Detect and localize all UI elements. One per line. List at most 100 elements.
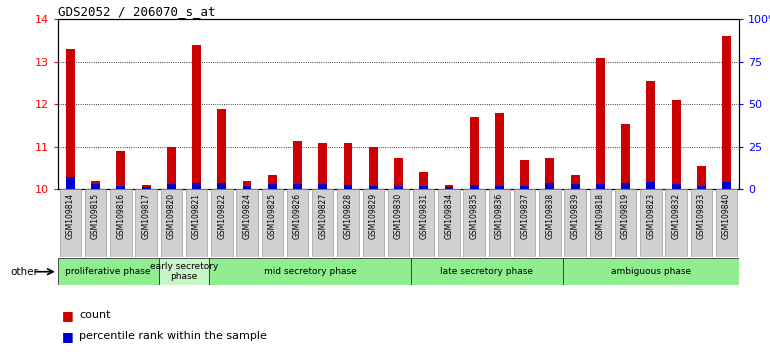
Text: late secretory phase: late secretory phase xyxy=(440,267,534,276)
FancyBboxPatch shape xyxy=(58,258,159,285)
FancyBboxPatch shape xyxy=(85,189,106,257)
Bar xyxy=(91,181,100,184)
Text: percentile rank within the sample: percentile rank within the sample xyxy=(79,331,266,341)
Bar xyxy=(243,181,252,185)
Bar xyxy=(343,143,353,185)
Bar xyxy=(394,186,403,189)
Bar xyxy=(521,186,529,189)
Text: GDS2052 / 206070_s_at: GDS2052 / 206070_s_at xyxy=(58,5,216,18)
Bar xyxy=(268,175,276,184)
FancyBboxPatch shape xyxy=(413,189,434,257)
Bar xyxy=(318,143,327,184)
Bar xyxy=(66,49,75,177)
Bar xyxy=(66,177,75,189)
Text: GSM109830: GSM109830 xyxy=(394,193,403,239)
Text: GSM109829: GSM109829 xyxy=(369,193,378,239)
Text: GSM109835: GSM109835 xyxy=(470,193,479,239)
Text: GSM109822: GSM109822 xyxy=(217,193,226,239)
FancyBboxPatch shape xyxy=(211,189,233,257)
Bar xyxy=(722,36,731,182)
Text: GSM109825: GSM109825 xyxy=(268,193,276,239)
Text: GSM109818: GSM109818 xyxy=(596,193,605,239)
FancyBboxPatch shape xyxy=(489,189,511,257)
Text: GSM109826: GSM109826 xyxy=(293,193,302,239)
Bar xyxy=(243,185,252,189)
Bar xyxy=(369,147,377,186)
Text: GSM109840: GSM109840 xyxy=(722,193,731,239)
FancyBboxPatch shape xyxy=(286,189,308,257)
Text: GSM109820: GSM109820 xyxy=(167,193,176,239)
Bar xyxy=(369,186,377,189)
FancyBboxPatch shape xyxy=(640,189,661,257)
Bar xyxy=(192,183,201,189)
Bar xyxy=(167,147,176,184)
Bar xyxy=(91,184,100,189)
Text: GSM109836: GSM109836 xyxy=(495,193,504,239)
Bar xyxy=(116,151,126,186)
Bar xyxy=(671,100,681,184)
FancyBboxPatch shape xyxy=(563,258,739,285)
Bar xyxy=(470,185,479,189)
Bar xyxy=(420,172,428,187)
Bar xyxy=(697,166,706,185)
Bar xyxy=(192,45,201,183)
Text: early secretory
phase: early secretory phase xyxy=(149,262,218,281)
Text: GSM109834: GSM109834 xyxy=(444,193,454,239)
Bar xyxy=(596,58,604,184)
Text: ■: ■ xyxy=(62,309,73,321)
Text: GSM109839: GSM109839 xyxy=(571,193,580,239)
FancyBboxPatch shape xyxy=(539,189,561,257)
FancyBboxPatch shape xyxy=(136,189,157,257)
FancyBboxPatch shape xyxy=(691,189,712,257)
Bar xyxy=(545,183,554,189)
Text: ■: ■ xyxy=(62,330,73,343)
Text: GSM109827: GSM109827 xyxy=(318,193,327,239)
Bar xyxy=(293,141,302,184)
Bar xyxy=(571,175,580,184)
Text: GSM109838: GSM109838 xyxy=(545,193,554,239)
Text: GSM109824: GSM109824 xyxy=(243,193,252,239)
Text: GSM109831: GSM109831 xyxy=(419,193,428,239)
Bar xyxy=(142,185,150,187)
Text: GSM109833: GSM109833 xyxy=(697,193,706,239)
Bar xyxy=(293,184,302,189)
Bar xyxy=(647,81,655,182)
FancyBboxPatch shape xyxy=(161,189,182,257)
FancyBboxPatch shape xyxy=(564,189,586,257)
Text: GSM109821: GSM109821 xyxy=(192,193,201,239)
Text: GSM109823: GSM109823 xyxy=(646,193,655,239)
Bar xyxy=(621,183,630,189)
FancyBboxPatch shape xyxy=(262,189,283,257)
Bar xyxy=(521,160,529,186)
Bar xyxy=(495,186,504,189)
Text: GSM109817: GSM109817 xyxy=(142,193,151,239)
Bar xyxy=(571,184,580,189)
Bar xyxy=(697,185,706,189)
Bar xyxy=(420,187,428,189)
FancyBboxPatch shape xyxy=(59,189,81,257)
Bar xyxy=(318,184,327,189)
Bar xyxy=(444,187,454,189)
Bar xyxy=(621,124,630,183)
Text: GSM109819: GSM109819 xyxy=(621,193,630,239)
Text: other: other xyxy=(10,267,38,277)
Bar xyxy=(647,182,655,189)
Bar xyxy=(217,109,226,183)
Text: GSM109814: GSM109814 xyxy=(66,193,75,239)
Bar xyxy=(167,184,176,189)
FancyBboxPatch shape xyxy=(514,189,535,257)
Bar xyxy=(596,184,604,189)
Bar xyxy=(671,184,681,189)
FancyBboxPatch shape xyxy=(411,258,563,285)
Bar xyxy=(343,185,353,189)
Text: ambiguous phase: ambiguous phase xyxy=(611,267,691,276)
FancyBboxPatch shape xyxy=(665,189,687,257)
FancyBboxPatch shape xyxy=(337,189,359,257)
FancyBboxPatch shape xyxy=(186,189,207,257)
Bar xyxy=(495,113,504,186)
Bar xyxy=(545,158,554,183)
FancyBboxPatch shape xyxy=(312,189,333,257)
FancyBboxPatch shape xyxy=(615,189,636,257)
Bar xyxy=(394,158,403,186)
FancyBboxPatch shape xyxy=(716,189,738,257)
